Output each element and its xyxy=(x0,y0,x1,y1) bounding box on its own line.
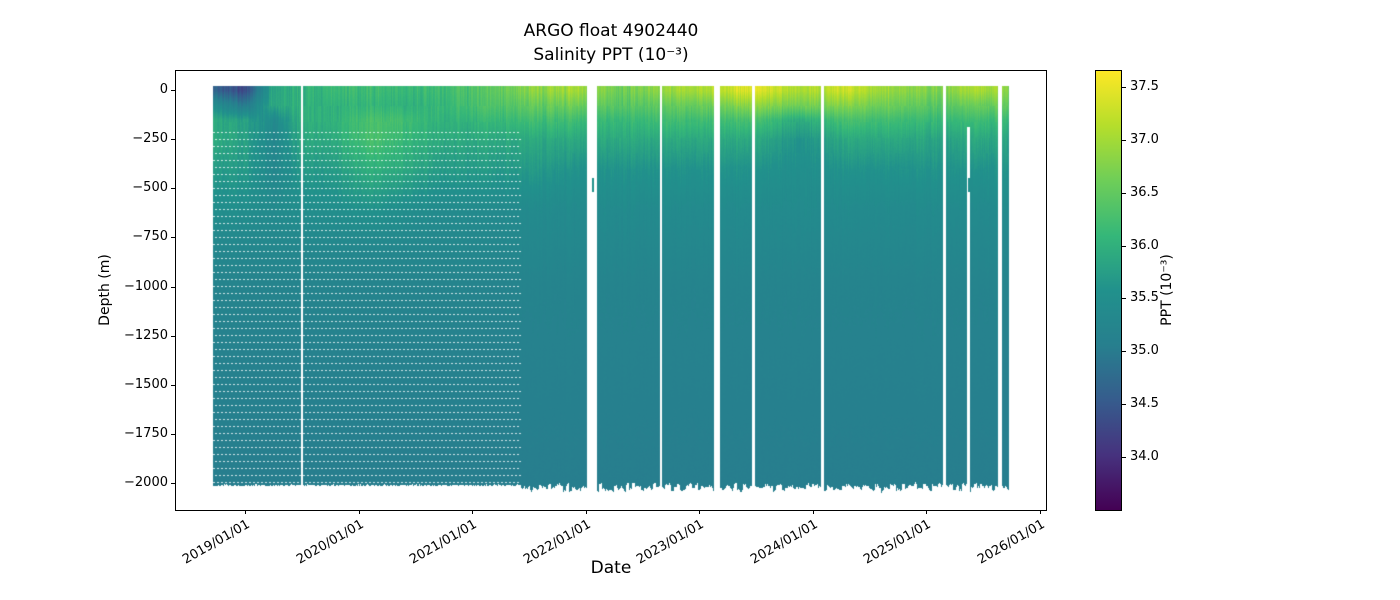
y-tick-label: −750 xyxy=(132,229,168,245)
colorbar-tick-label: 37.0 xyxy=(1130,131,1159,147)
colorbar-tick-mark xyxy=(1122,351,1126,353)
colorbar-tick-mark xyxy=(1122,457,1126,459)
y-tick-mark xyxy=(171,335,175,337)
y-tick-mark xyxy=(171,483,175,484)
colorbar-tick-label: 34.5 xyxy=(1130,396,1159,412)
colorbar-tick-mark xyxy=(1122,86,1126,88)
colorbar xyxy=(1095,70,1122,511)
y-tick-label: −1750 xyxy=(124,425,168,441)
y-tick-label: −1500 xyxy=(124,376,168,392)
x-tick-mark xyxy=(585,510,587,514)
colorbar-tick-mark xyxy=(1122,192,1126,194)
y-tick-mark xyxy=(171,384,175,386)
x-tick-mark xyxy=(472,510,473,514)
colorbar-label: PPT (10⁻³) xyxy=(1159,254,1175,326)
x-tick-mark xyxy=(1039,510,1041,514)
x-tick-mark xyxy=(245,510,246,514)
heatmap-canvas xyxy=(176,71,1046,510)
colorbar-tick-mark xyxy=(1122,298,1126,300)
y-tick-label: −1250 xyxy=(124,327,168,343)
y-tick-mark xyxy=(171,188,175,190)
colorbar-tick-label: 36.0 xyxy=(1130,237,1159,253)
colorbar-tick-mark xyxy=(1122,404,1126,406)
colorbar-tick-label: 35.5 xyxy=(1130,290,1159,306)
colorbar-tick-mark xyxy=(1122,139,1126,141)
y-tick-label: −2000 xyxy=(124,475,168,490)
y-tick-mark xyxy=(171,139,175,141)
chart-subtitle: Salinity PPT (10⁻³) xyxy=(533,45,689,65)
colorbar-tick-mark xyxy=(1122,245,1126,247)
y-tick-mark xyxy=(171,433,175,435)
x-axis-label: Date xyxy=(590,558,632,578)
x-tick-mark xyxy=(699,510,700,514)
y-tick-mark xyxy=(171,237,175,239)
x-tick-mark xyxy=(358,510,360,514)
x-tick-mark xyxy=(812,510,814,514)
colorbar-tick-label: 34.0 xyxy=(1130,449,1159,465)
colorbar-tick-label: 35.0 xyxy=(1130,343,1159,359)
y-tick-label: −1000 xyxy=(124,278,168,294)
x-tick-mark xyxy=(926,510,927,514)
y-tick-mark xyxy=(171,286,175,288)
colorbar-tick-label: 37.5 xyxy=(1130,78,1159,94)
colorbar-tick-label: 36.5 xyxy=(1130,184,1159,200)
chart-title: ARGO float 4902440 xyxy=(523,21,699,41)
y-tick-label: −500 xyxy=(132,180,168,196)
y-tick-label: 0 xyxy=(159,82,168,97)
y-tick-mark xyxy=(171,90,175,91)
y-tick-label: −250 xyxy=(132,131,168,147)
